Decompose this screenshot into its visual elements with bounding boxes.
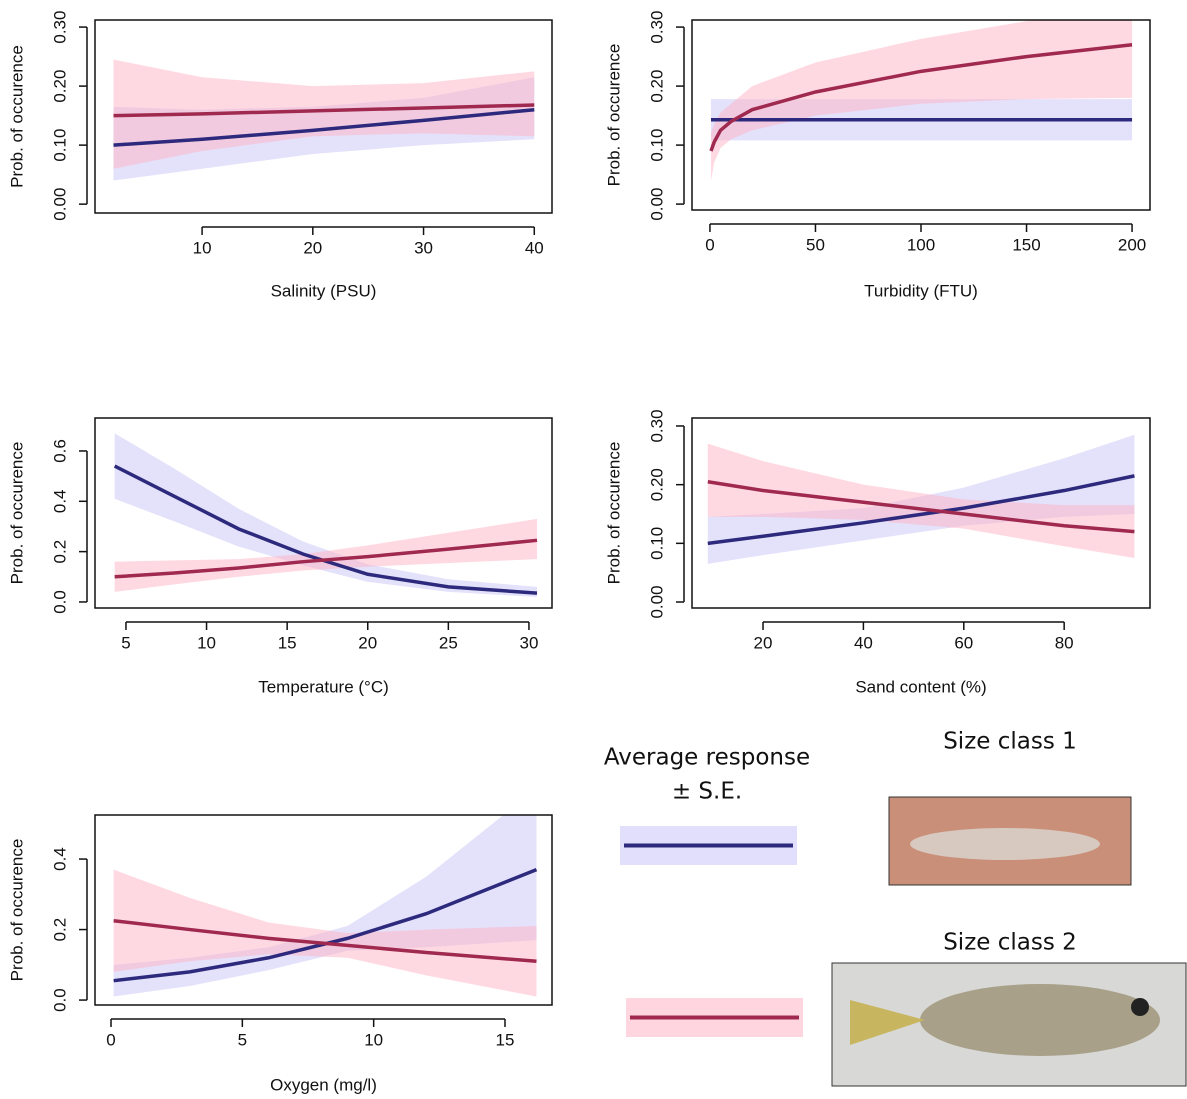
- se-band: [114, 518, 538, 592]
- y-axis-title: Prob. of occurence: [604, 442, 623, 585]
- x-axis-title: Turbidity (FTU): [864, 281, 978, 300]
- plot-area: [113, 59, 535, 181]
- x-tick-label: 25: [439, 633, 458, 652]
- y-tick-label: 0.10: [647, 129, 666, 162]
- y-tick-label: 0.10: [50, 129, 69, 162]
- x-tick-label: 150: [1012, 235, 1040, 254]
- y-tick-label: 0.4: [50, 489, 69, 513]
- y-tick-label: 0.00: [647, 188, 666, 221]
- y-tick-label: 0.00: [647, 585, 666, 618]
- plot-box: [94, 19, 553, 214]
- plot-area: [709, 20, 1133, 181]
- y-tick-label: 0.30: [647, 409, 666, 442]
- x-tick-label: 40: [854, 633, 873, 652]
- x-tick-label: 200: [1118, 235, 1146, 254]
- x-tick-label: 20: [754, 633, 773, 652]
- y-tick-label: 0.2: [50, 918, 69, 942]
- x-tick-label: 15: [278, 633, 297, 652]
- y-axis-title: Prob. of occurence: [7, 839, 26, 982]
- response-line: [707, 474, 1135, 546]
- se-band: [707, 443, 1135, 559]
- y-axis-title: Prob. of occurence: [7, 45, 26, 188]
- fish-tail: [850, 1000, 925, 1045]
- x-tick-label: 100: [907, 235, 935, 254]
- fish-shape: [920, 984, 1160, 1056]
- x-tick-label: 40: [525, 238, 544, 257]
- response-line: [114, 538, 538, 579]
- x-axis-title: Salinity (PSU): [271, 281, 377, 300]
- y-tick-label: 0.6: [50, 439, 69, 463]
- y-tick-label: 0.0: [50, 590, 69, 614]
- se-band: [113, 59, 535, 169]
- legend-title: ± S.E.: [672, 779, 742, 805]
- x-tick-label: 80: [1055, 633, 1074, 652]
- legend-label: Size class 1: [943, 729, 1077, 755]
- y-tick-label: 0.20: [647, 468, 666, 501]
- se-band: [113, 869, 537, 997]
- x-tick-label: 60: [954, 633, 973, 652]
- plot-box: [691, 19, 1151, 211]
- x-tick-label: 10: [193, 238, 212, 257]
- y-tick-label: 0.20: [647, 70, 666, 103]
- response-line: [707, 479, 1135, 534]
- y-axis-title: Prob. of occurence: [7, 442, 26, 585]
- photo-size-class-1: [888, 796, 1132, 886]
- y-tick-label: 0.30: [647, 11, 666, 44]
- y-tick-label: 0.20: [50, 70, 69, 103]
- plot-area: [707, 434, 1135, 564]
- plot-box: [691, 417, 1151, 609]
- legend-label: Size class 2: [943, 930, 1077, 956]
- plot-area: [113, 433, 538, 597]
- y-tick-label: 0.2: [50, 540, 69, 564]
- x-tick-label: 20: [303, 238, 322, 257]
- fish-eye: [1131, 998, 1149, 1016]
- response-line: [113, 107, 535, 147]
- x-tick-label: 30: [414, 238, 433, 257]
- legend-title: Average response: [604, 745, 810, 771]
- x-tick-label: 30: [519, 633, 538, 652]
- y-tick-label: 0.30: [50, 11, 69, 44]
- plot-area: [113, 815, 538, 997]
- se-band: [113, 815, 537, 997]
- x-tick-label: 0: [106, 1030, 115, 1049]
- y-tick-label: 0.4: [50, 847, 69, 871]
- x-tick-label: 10: [364, 1030, 383, 1049]
- x-tick-label: 0: [705, 235, 714, 254]
- larva-shape: [910, 828, 1100, 860]
- x-tick-label: 20: [358, 633, 377, 652]
- plot-box: [94, 417, 553, 609]
- x-tick-label: 5: [238, 1030, 247, 1049]
- y-tick-label: 0.10: [647, 527, 666, 560]
- photo-size-class-2: [831, 962, 1187, 1087]
- y-axis-title: Prob. of occurence: [604, 44, 623, 187]
- x-tick-label: 10: [197, 633, 216, 652]
- response-line: [113, 464, 538, 595]
- x-axis-title: Sand content (%): [855, 677, 986, 696]
- response-line: [113, 919, 537, 964]
- x-tick-label: 50: [806, 235, 825, 254]
- response-line: [113, 103, 535, 118]
- x-axis-title: Oxygen (mg/l): [270, 1075, 377, 1094]
- response-line: [709, 43, 1133, 152]
- x-tick-label: 15: [496, 1030, 515, 1049]
- x-axis-title: Temperature (°C): [258, 677, 389, 696]
- x-tick-label: 5: [121, 633, 130, 652]
- y-tick-label: 0.0: [50, 988, 69, 1012]
- se-band: [710, 20, 1133, 181]
- y-tick-label: 0.00: [50, 188, 69, 221]
- response-line: [113, 868, 538, 983]
- plot-box: [94, 814, 553, 1006]
